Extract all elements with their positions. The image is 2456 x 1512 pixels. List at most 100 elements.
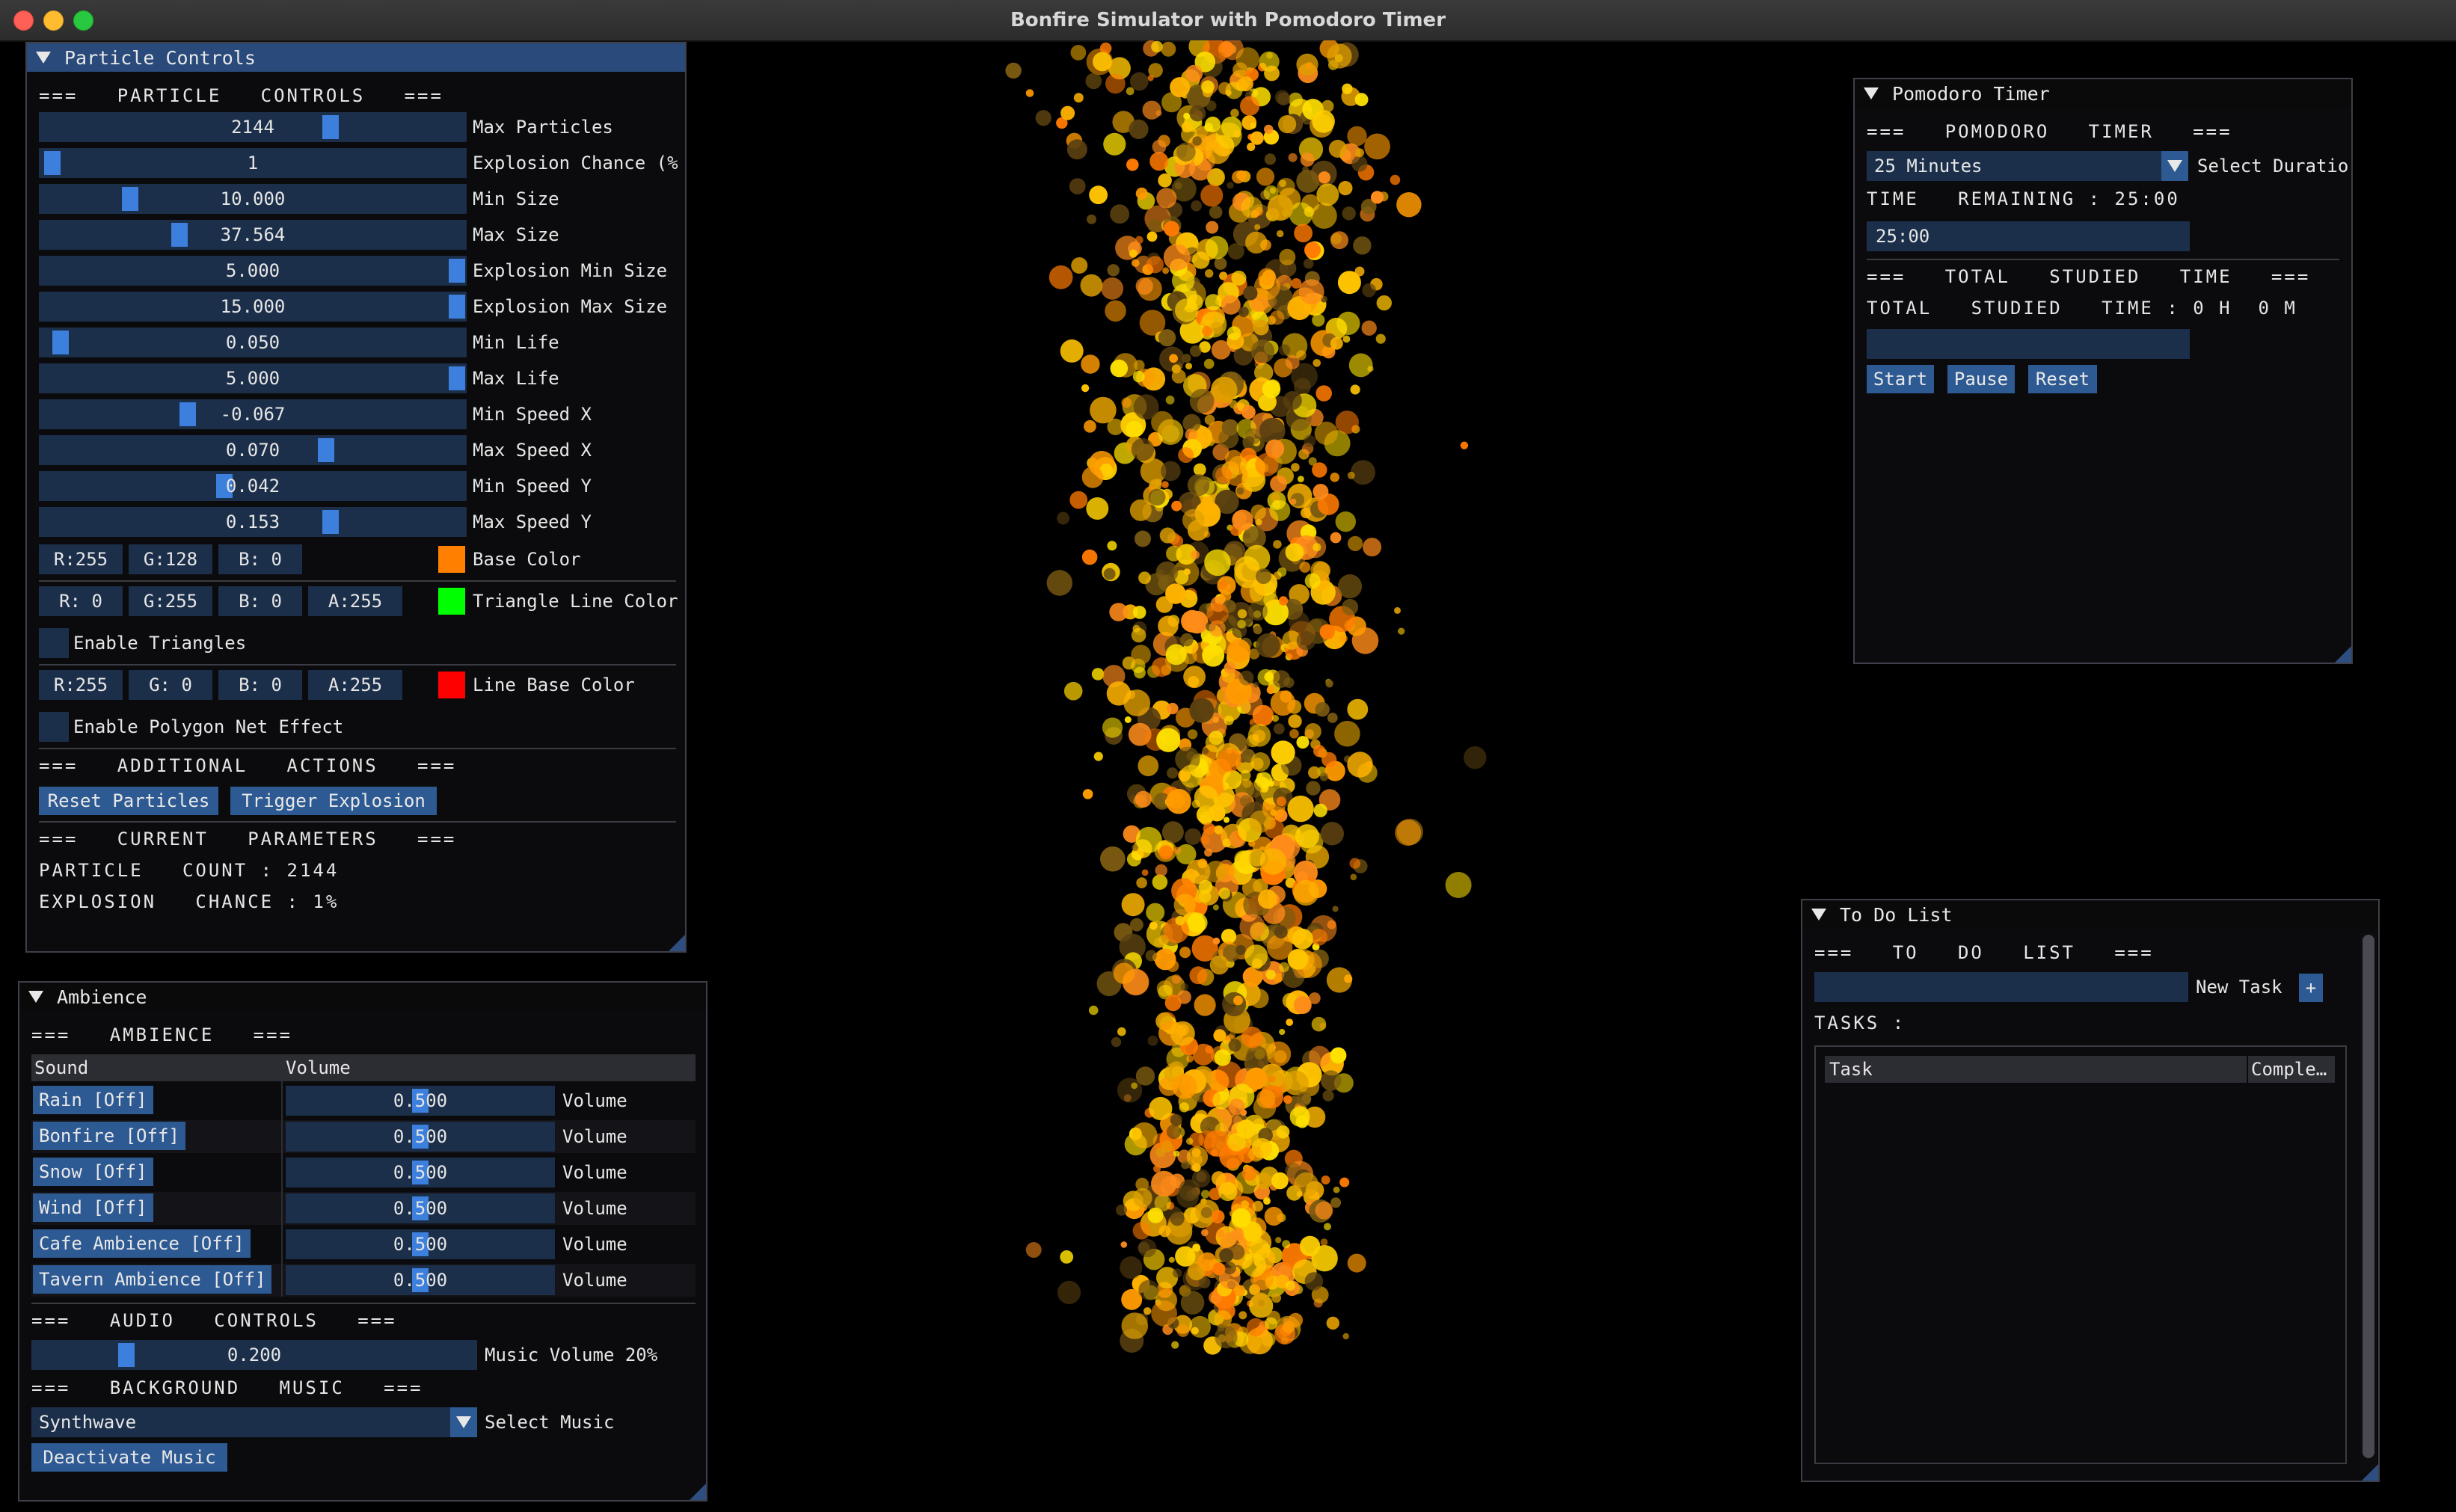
collapse-arrow-icon[interactable]: [28, 991, 43, 1003]
triangle-color-r[interactable]: R: 0: [39, 586, 123, 616]
todo-titlebar[interactable]: To Do List: [1802, 900, 2378, 929]
trigger-explosion-button[interactable]: Trigger Explosion: [230, 787, 437, 815]
pause-button[interactable]: Pause: [1947, 365, 2015, 393]
slider-max-speed-x[interactable]: 0.070: [39, 435, 467, 465]
slider-grab[interactable]: [412, 1089, 429, 1113]
pomodoro-window[interactable]: Pomodoro Timer === POMODORO TIMER === 25…: [1853, 78, 2353, 664]
sound-volume-slider[interactable]: 0.500: [286, 1158, 555, 1187]
line-color-swatch[interactable]: [438, 672, 465, 698]
todo-window[interactable]: To Do List === TO DO LIST === New Task +…: [1801, 899, 2380, 1482]
duration-select-combo[interactable]: 25 Minutes: [1867, 151, 2170, 181]
slider-max-particles[interactable]: 2144: [39, 112, 467, 142]
sound-volume-slider[interactable]: 0.500: [286, 1193, 555, 1223]
slider-explosion-max-size[interactable]: 15.000: [39, 292, 467, 322]
enable-triangles-checkbox[interactable]: [39, 628, 69, 658]
sound-toggle-button[interactable]: Bonfire [Off]: [33, 1122, 185, 1150]
triangle-color-g[interactable]: G:255: [129, 586, 212, 616]
add-task-button[interactable]: +: [2299, 974, 2323, 1002]
sound-volume-slider[interactable]: 0.500: [286, 1086, 555, 1116]
dropdown-arrow-icon[interactable]: [450, 1407, 477, 1437]
line-color-r[interactable]: R:255: [39, 670, 123, 700]
enable-polygon-checkbox[interactable]: [39, 712, 69, 742]
sound-column-header[interactable]: Sound: [31, 1054, 284, 1081]
minimize-window-button[interactable]: [43, 10, 64, 31]
slider-min-speed-y[interactable]: 0.042: [39, 471, 467, 501]
slider-explosion-min-size[interactable]: 5.000: [39, 256, 467, 286]
fire-particle: [1250, 752, 1271, 772]
line-color-a[interactable]: A:255: [308, 670, 402, 700]
sound-volume-slider[interactable]: 0.500: [286, 1122, 555, 1152]
tasks-table[interactable]: Task Comple…: [1814, 1045, 2347, 1464]
slider-grab[interactable]: [318, 438, 334, 462]
complete-column-header[interactable]: Comple…: [2248, 1056, 2335, 1083]
reset-particles-button[interactable]: Reset Particles: [39, 787, 218, 815]
slider-grab[interactable]: [412, 1161, 429, 1184]
triangle-color-swatch[interactable]: [438, 588, 465, 615]
resize-grip[interactable]: [690, 1484, 706, 1500]
sound-volume-slider[interactable]: 0.500: [286, 1265, 555, 1295]
sound-toggle-button[interactable]: Cafe Ambience [Off]: [33, 1229, 251, 1258]
base-color-swatch[interactable]: [438, 546, 465, 573]
sound-volume-slider[interactable]: 0.500: [286, 1229, 555, 1259]
base-color-g[interactable]: G:128: [129, 544, 212, 574]
slider-grab[interactable]: [118, 1343, 135, 1367]
todo-scrollbar[interactable]: [2360, 933, 2377, 1473]
slider-grab[interactable]: [216, 474, 233, 498]
slider-grab[interactable]: [449, 366, 465, 390]
slider-max-life[interactable]: 5.000: [39, 363, 467, 393]
zoom-window-button[interactable]: [73, 10, 93, 31]
base-color-r[interactable]: R:255: [39, 544, 123, 574]
slider-grab[interactable]: [52, 331, 69, 354]
triangle-color-b[interactable]: B: 0: [218, 586, 302, 616]
slider-grab[interactable]: [412, 1232, 429, 1256]
slider-min-life[interactable]: 0.050: [39, 328, 467, 357]
slider-grab[interactable]: [412, 1125, 429, 1149]
slider-grab[interactable]: [171, 223, 188, 247]
slider-grab[interactable]: [179, 402, 196, 426]
deactivate-music-button[interactable]: Deactivate Music: [31, 1443, 227, 1472]
ambience-window[interactable]: Ambience === AMBIENCE === Sound Volume =…: [18, 981, 707, 1502]
music-select-combo[interactable]: Synthwave: [31, 1407, 450, 1437]
base-color-b[interactable]: B: 0: [218, 544, 302, 574]
volume-column-header[interactable]: Volume: [283, 1054, 696, 1081]
slider-grab[interactable]: [449, 295, 465, 319]
start-button[interactable]: Start: [1867, 365, 1934, 393]
slider-min-speed-x[interactable]: -0.067: [39, 399, 467, 429]
resize-grip[interactable]: [2335, 646, 2351, 663]
particle-controls-titlebar[interactable]: Particle Controls: [27, 43, 685, 72]
slider-grab[interactable]: [44, 151, 61, 175]
slider-max-speed-y[interactable]: 0.153: [39, 507, 467, 537]
music-volume-slider[interactable]: 0.200: [31, 1340, 477, 1370]
triangle-color-a[interactable]: A:255: [308, 586, 402, 616]
slider-grab[interactable]: [322, 115, 339, 139]
sound-toggle-button[interactable]: Tavern Ambience [Off]: [33, 1265, 272, 1294]
sound-toggle-button[interactable]: Wind [Off]: [33, 1193, 153, 1222]
new-task-input[interactable]: [1814, 972, 2188, 1002]
close-window-button[interactable]: [13, 10, 34, 31]
collapse-arrow-icon[interactable]: [1864, 87, 1879, 99]
fire-particle: [1273, 723, 1285, 735]
particle-controls-window[interactable]: Particle Controls === PARTICLE CONTROLS …: [25, 42, 687, 953]
slider-grab[interactable]: [449, 259, 465, 283]
ambience-titlebar[interactable]: Ambience: [19, 983, 706, 1011]
task-column-header[interactable]: Task: [1825, 1056, 2247, 1083]
slider-grab[interactable]: [412, 1196, 429, 1220]
slider-grab[interactable]: [322, 510, 339, 534]
slider-explosion-chance[interactable]: 1: [39, 148, 467, 178]
slider-max-size[interactable]: 37.564: [39, 220, 467, 250]
pomodoro-titlebar[interactable]: Pomodoro Timer: [1855, 79, 2351, 108]
line-color-g[interactable]: G: 0: [129, 670, 212, 700]
scrollbar-thumb[interactable]: [2363, 935, 2374, 1458]
reset-timer-button[interactable]: Reset: [2028, 365, 2097, 393]
line-color-b[interactable]: B: 0: [218, 670, 302, 700]
slider-grab[interactable]: [122, 187, 138, 211]
sound-toggle-button[interactable]: Rain [Off]: [33, 1086, 153, 1114]
dropdown-arrow-icon[interactable]: [2161, 151, 2188, 181]
slider-grab[interactable]: [412, 1268, 429, 1292]
collapse-arrow-icon[interactable]: [36, 52, 51, 64]
resize-grip[interactable]: [669, 935, 685, 951]
resize-grip[interactable]: [2362, 1464, 2378, 1481]
collapse-arrow-icon[interactable]: [1811, 909, 1826, 921]
slider-min-size[interactable]: 10.000: [39, 184, 467, 214]
sound-toggle-button[interactable]: Snow [Off]: [33, 1158, 153, 1186]
